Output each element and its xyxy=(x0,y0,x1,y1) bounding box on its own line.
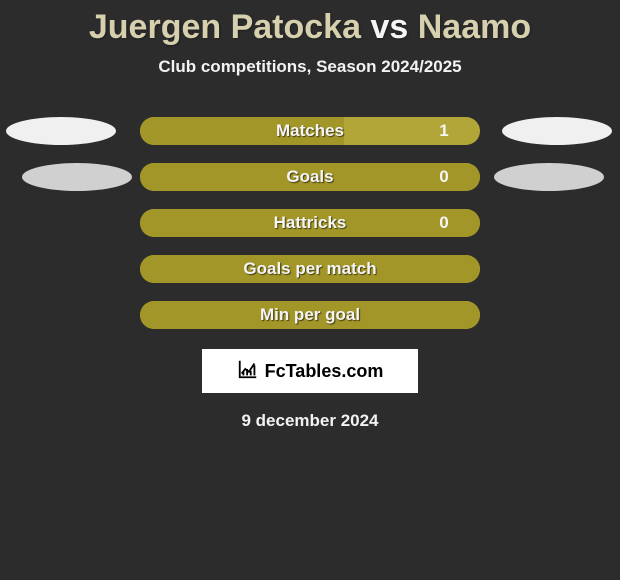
stat-label: Goals xyxy=(286,167,333,187)
stat-label: Goals per match xyxy=(243,259,376,279)
stat-bar: Goals 0 xyxy=(140,163,480,191)
stat-value-right: 0 xyxy=(439,213,448,233)
ellipse-left xyxy=(22,163,132,191)
logo-text: FcTables.com xyxy=(265,361,384,382)
ellipse-right xyxy=(494,163,604,191)
page-title: Juergen Patocka vs Naamo xyxy=(0,0,620,47)
stat-row: Min per goal xyxy=(0,301,620,329)
chart-container: Juergen Patocka vs Naamo Club competitio… xyxy=(0,0,620,580)
ellipse-right xyxy=(502,117,612,145)
player1-name: Juergen Patocka xyxy=(89,8,361,46)
stat-row: Hattricks 0 xyxy=(0,209,620,237)
stat-bar: Min per goal xyxy=(140,301,480,329)
player2-name: Naamo xyxy=(418,8,531,46)
stat-label: Matches xyxy=(276,121,344,141)
ellipse-left xyxy=(6,117,116,145)
stat-row: Goals per match xyxy=(0,255,620,283)
stat-value-right: 1 xyxy=(439,121,448,141)
stat-rows: Matches 1 Goals 0 Hattricks 0 Goals per match M… xyxy=(0,117,620,329)
stat-row: Goals 0 xyxy=(0,163,620,191)
date-text: 9 december 2024 xyxy=(0,411,620,431)
chart-icon xyxy=(237,358,259,385)
stat-bar: Hattricks 0 xyxy=(140,209,480,237)
logo-box: FcTables.com xyxy=(202,349,418,393)
stat-row: Matches 1 xyxy=(0,117,620,145)
stat-value-right: 0 xyxy=(439,167,448,187)
stat-bar: Matches 1 xyxy=(140,117,480,145)
subtitle: Club competitions, Season 2024/2025 xyxy=(0,57,620,77)
stat-label: Hattricks xyxy=(274,213,347,233)
vs-text: vs xyxy=(370,8,408,46)
stat-label: Min per goal xyxy=(260,305,360,325)
stat-bar: Goals per match xyxy=(140,255,480,283)
